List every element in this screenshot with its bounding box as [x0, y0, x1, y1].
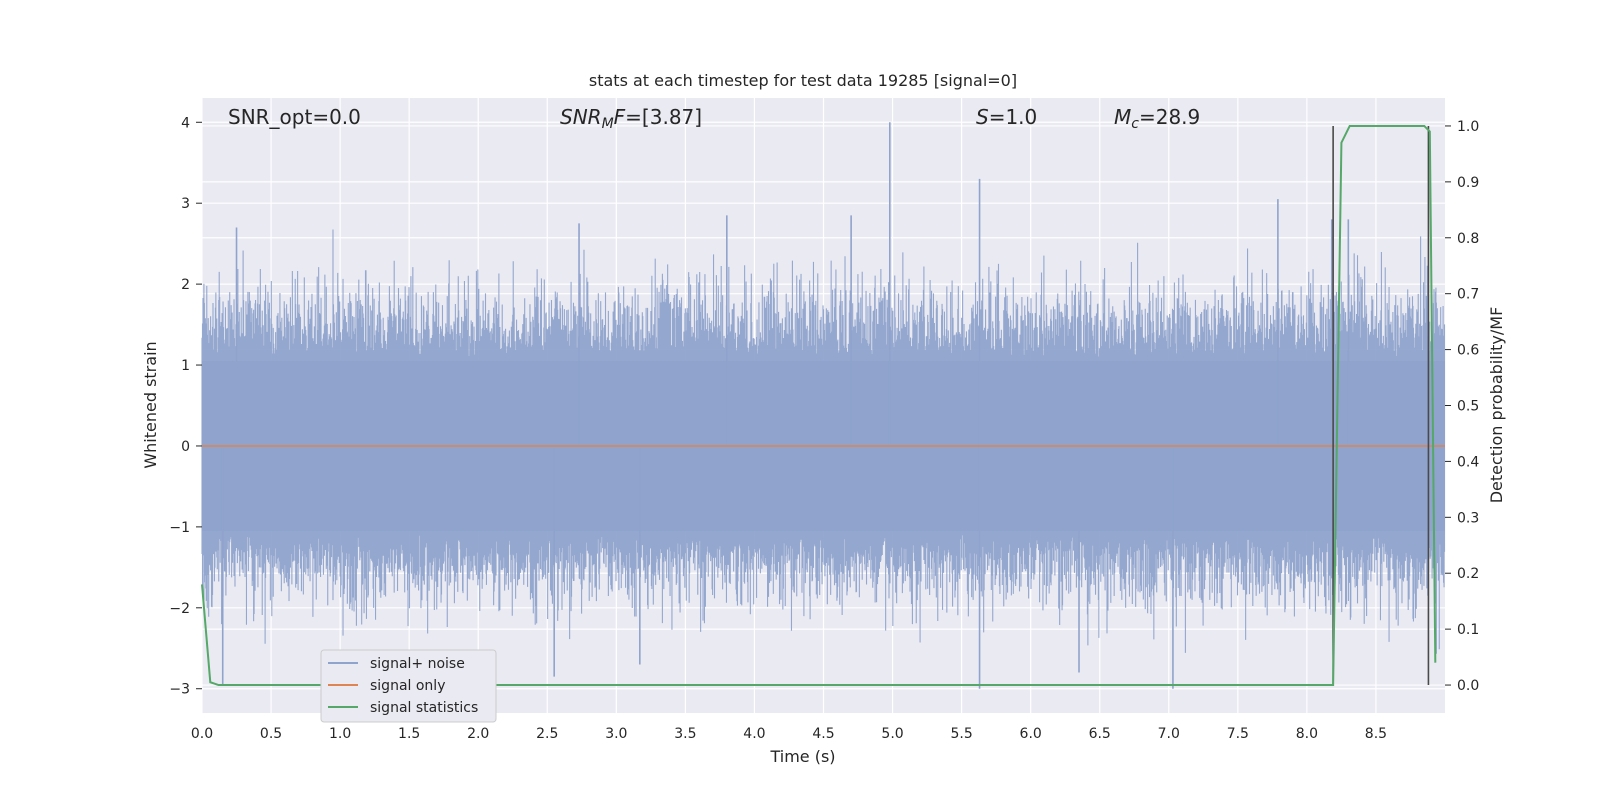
y-tick-label: 3 — [181, 196, 190, 212]
x-tick-label: 8.5 — [1365, 726, 1387, 742]
y-tick-label: −3 — [169, 682, 190, 698]
legend: signal+ noise signal only signal statist… — [320, 649, 497, 723]
legend-label-signal: signal only — [370, 678, 445, 694]
x-tick-label: 8.0 — [1296, 726, 1318, 742]
y-tick-label: 2 — [181, 277, 190, 293]
right-y-tick-label: 0.6 — [1457, 343, 1479, 359]
right-y-tick-label: 0.7 — [1457, 287, 1479, 303]
x-tick-label: 6.5 — [1089, 726, 1111, 742]
x-tick-label: 1.0 — [329, 726, 351, 742]
right-y-tick-label: 1.0 — [1457, 119, 1479, 135]
right-y-tick-label: 0.3 — [1457, 510, 1479, 526]
y-tick-label: −2 — [169, 601, 190, 617]
right-y-tick-labels: 1.0 0.9 0.8 0.7 0.6 0.5 0.4 0.3 0.2 0.1 0.0 — [1445, 119, 1479, 694]
x-tick-labels: 0.0 0.5 1.0 1.5 2.0 2.5 3.0 3.5 4.0 4.5 5.0 5.5 6.0 6… — [191, 726, 1387, 742]
x-tick-label: 7.5 — [1227, 726, 1249, 742]
annotation-mc: Mc=28.9 — [1114, 105, 1200, 132]
x-axis-label: Time (s) — [769, 747, 835, 766]
x-tick-label: 4.0 — [743, 726, 765, 742]
chart-title: stats at each timestep for test data 192… — [589, 71, 1017, 90]
right-y-tick-label: 0.4 — [1457, 454, 1479, 470]
right-y-axis-label: Detection probability/MF — [1487, 307, 1506, 504]
left-y-tick-labels: 4 3 2 1 0 −1 −2 −3 — [169, 115, 202, 698]
x-tick-label: 0.0 — [191, 726, 213, 742]
right-y-tick-label: 0.8 — [1457, 231, 1479, 247]
x-tick-label: 6.0 — [1020, 726, 1042, 742]
x-tick-label: 3.0 — [605, 726, 627, 742]
vertical-markers — [1332, 125, 1430, 686]
annotation-snr-opt: SNR_opt=0.0 — [228, 105, 361, 129]
x-tick-label: 5.0 — [881, 726, 903, 742]
signal-statistics-line — [201, 124, 1437, 687]
x-tick-label: 1.5 — [398, 726, 420, 742]
legend-label-stats: signal statistics — [370, 700, 478, 716]
right-y-tick-label: 0.9 — [1457, 175, 1479, 191]
y-axis-label: Whitened strain — [141, 341, 160, 468]
y-tick-label: −1 — [169, 520, 190, 536]
legend-label-noise: signal+ noise — [370, 656, 465, 672]
x-tick-label: 7.0 — [1158, 726, 1180, 742]
x-tick-label: 0.5 — [260, 726, 282, 742]
right-y-tick-label: 0.1 — [1457, 622, 1479, 638]
x-tick-label: 4.5 — [812, 726, 834, 742]
legend-box — [320, 649, 497, 723]
y-tick-label: 4 — [181, 115, 190, 131]
right-y-tick-label: 0.5 — [1457, 399, 1479, 415]
annotation-snr-mf: SNRMF=[3.87] — [560, 105, 702, 132]
annotation-s: S=1.0 — [976, 105, 1037, 129]
right-y-tick-label: 0.0 — [1457, 678, 1479, 694]
x-tick-label: 2.5 — [536, 726, 558, 742]
x-tick-label: 5.5 — [950, 726, 972, 742]
x-tick-label: 3.5 — [674, 726, 696, 742]
right-y-tick-label: 0.2 — [1457, 566, 1479, 582]
y-tick-label: 1 — [181, 358, 190, 374]
y-tick-label: 0 — [181, 439, 190, 455]
x-tick-label: 2.0 — [467, 726, 489, 742]
